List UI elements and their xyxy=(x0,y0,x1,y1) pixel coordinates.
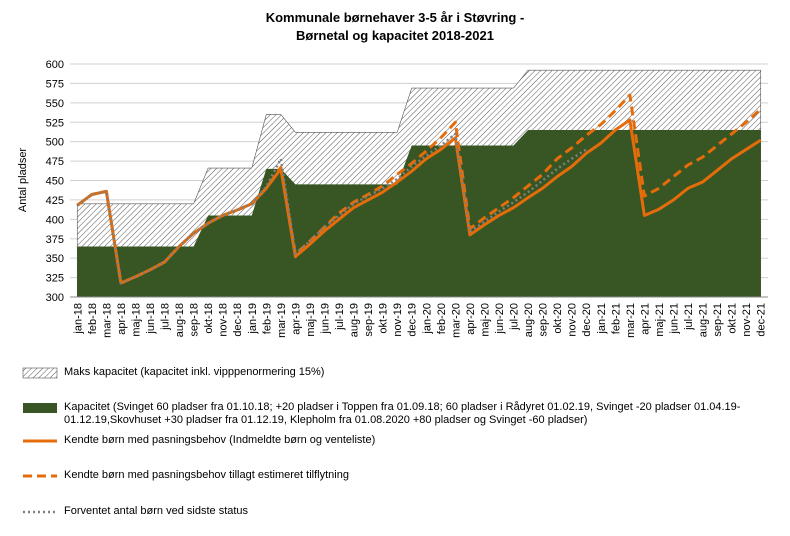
x-tick-label: jul-21 xyxy=(683,303,695,331)
x-tick-label: jul-20 xyxy=(509,303,521,331)
x-tick-label: jun-18 xyxy=(145,303,157,335)
x-tick-label: sep-19 xyxy=(363,303,375,337)
legend-label: Kendte børn med pasningsbehov tillagt es… xyxy=(64,469,349,481)
x-tick-label: aug-21 xyxy=(698,303,710,337)
x-tick-label: feb-19 xyxy=(261,303,273,334)
x-tick-label: apr-21 xyxy=(639,303,651,335)
y-tick-label: 550 xyxy=(46,98,64,110)
x-tick-label: dec-20 xyxy=(581,303,593,337)
x-tick-label: feb-21 xyxy=(610,303,622,334)
x-tick-label: dec-19 xyxy=(407,303,419,337)
legend-label: Kendte børn med pasningsbehov (Indmeldte… xyxy=(64,434,376,446)
x-tick-label: maj-18 xyxy=(130,303,142,337)
legend-label: Kapacitet (Svinget 60 pladser fra 01.10.… xyxy=(64,401,741,426)
x-tick-label: nov-19 xyxy=(392,303,404,337)
legend-item: Maks kapacitet (kapacitet inkl. vipppeno… xyxy=(22,366,782,380)
x-tick-label: jan-21 xyxy=(596,303,608,335)
y-tick-label: 300 xyxy=(46,292,64,304)
x-tick-label: mar-18 xyxy=(101,303,113,338)
y-tick-label: 325 xyxy=(46,273,64,285)
chart-title: Kommunale børnehaver 3-5 år i Støvring - xyxy=(266,10,525,25)
x-tick-label: maj-19 xyxy=(305,303,317,337)
x-tick-label: jun-19 xyxy=(319,303,331,335)
x-tick-label: aug-18 xyxy=(174,303,186,337)
y-tick-label: 600 xyxy=(46,59,64,71)
y-tick-label: 500 xyxy=(46,137,64,149)
x-tick-label: mar-20 xyxy=(450,303,462,338)
legend-item: Forventet antal børn ved sidste status xyxy=(22,505,782,519)
legend-item: Kendte børn med pasningsbehov tillagt es… xyxy=(22,469,782,483)
x-tick-label: jun-21 xyxy=(668,303,680,335)
y-axis-label: Antal pladser xyxy=(17,148,29,213)
x-tick-label: feb-18 xyxy=(87,303,99,334)
legend-label: Maks kapacitet (kapacitet inkl. vipppeno… xyxy=(64,366,325,378)
x-tick-label: sep-21 xyxy=(712,303,724,337)
legend-swatch xyxy=(23,439,57,443)
x-tick-label: aug-20 xyxy=(523,303,535,337)
x-tick-label: aug-19 xyxy=(349,303,361,337)
x-tick-label: mar-21 xyxy=(625,303,637,338)
x-tick-label: dec-21 xyxy=(756,303,768,337)
y-tick-label: 450 xyxy=(46,176,64,188)
x-tick-label: jan-19 xyxy=(247,303,259,335)
y-tick-label: 575 xyxy=(46,78,64,90)
y-tick-label: 400 xyxy=(46,214,64,226)
legend-swatch-box xyxy=(22,367,58,379)
x-tick-label: maj-21 xyxy=(654,303,666,337)
legend-swatch-box xyxy=(23,403,57,413)
x-tick-label: mar-19 xyxy=(276,303,288,338)
x-tick-label: jul-18 xyxy=(160,303,172,331)
x-tick-label: nov-21 xyxy=(741,303,753,337)
x-tick-label: maj-20 xyxy=(479,303,491,337)
legend-swatch xyxy=(23,510,57,514)
legend-item: Kendte børn med pasningsbehov (Indmeldte… xyxy=(22,434,782,448)
x-tick-label: jun-20 xyxy=(494,303,506,335)
y-tick-label: 425 xyxy=(46,195,64,207)
legend-swatch xyxy=(22,367,58,379)
y-tick-label: 525 xyxy=(46,117,64,129)
x-tick-label: apr-18 xyxy=(116,303,128,335)
x-tick-label: apr-19 xyxy=(290,303,302,335)
x-tick-label: jan-20 xyxy=(421,303,433,335)
x-tick-label: okt-19 xyxy=(378,303,390,334)
legend-swatch xyxy=(23,474,57,478)
y-tick-label: 475 xyxy=(46,156,64,168)
x-tick-label: sep-20 xyxy=(538,303,550,337)
legend-label: Forventet antal børn ved sidste status xyxy=(64,505,249,517)
x-tick-label: nov-20 xyxy=(567,303,579,337)
x-tick-label: feb-20 xyxy=(436,303,448,334)
chart: Kommunale børnehaver 3-5 år i Støvring -… xyxy=(17,10,768,338)
x-tick-label: okt-21 xyxy=(727,303,739,334)
area xyxy=(77,130,761,297)
x-tick-label: apr-20 xyxy=(465,303,477,335)
x-tick-label: nov-18 xyxy=(218,303,230,337)
y-tick-label: 350 xyxy=(46,253,64,265)
legend-swatch xyxy=(23,403,57,413)
legend-item: Kapacitet (Svinget 60 pladser fra 01.10.… xyxy=(22,401,782,427)
x-tick-label: jan-18 xyxy=(72,303,84,335)
x-tick-label: okt-20 xyxy=(552,303,564,334)
x-tick-label: dec-18 xyxy=(232,303,244,337)
y-tick-label: 375 xyxy=(46,234,64,246)
chart-subtitle: Børnetal og kapacitet 2018-2021 xyxy=(296,28,494,43)
x-tick-label: okt-18 xyxy=(203,303,215,334)
line xyxy=(76,132,587,285)
x-tick-label: sep-18 xyxy=(189,303,201,337)
x-tick-label: jul-19 xyxy=(334,303,346,331)
